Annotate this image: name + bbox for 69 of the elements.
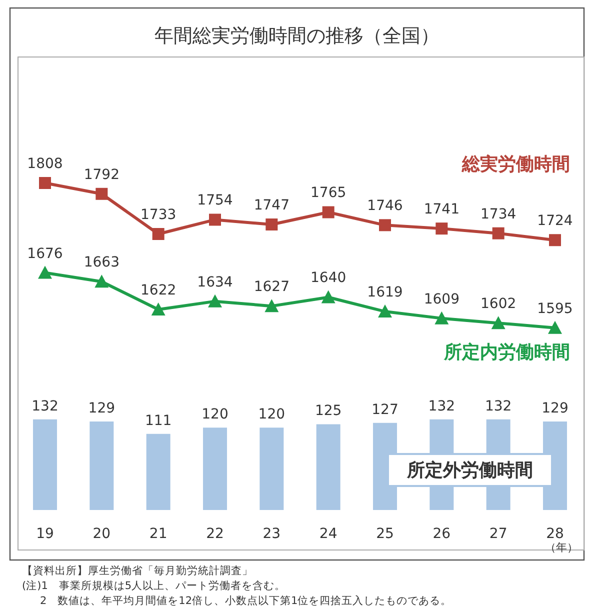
- point: [434, 311, 449, 324]
- data-label: 1746: [367, 198, 403, 214]
- x-tick-label: 20: [92, 526, 111, 542]
- x-tick-label: 22: [206, 526, 224, 542]
- point: [96, 188, 108, 200]
- data-label: 1602: [480, 296, 516, 312]
- data-label: 1609: [424, 291, 460, 308]
- x-tick-label: 26: [432, 526, 451, 542]
- point: [209, 214, 221, 226]
- data-label: 132: [428, 398, 456, 414]
- data-label: 129: [542, 400, 568, 416]
- point: [491, 316, 506, 330]
- point: [378, 304, 392, 318]
- point: [39, 177, 51, 189]
- point: [152, 228, 164, 240]
- data-label: 1754: [197, 192, 233, 209]
- data-label: 1595: [537, 300, 573, 317]
- data-label: 1634: [197, 274, 233, 290]
- series-label: 所定内労働時間: [444, 342, 570, 363]
- data-label: 1724: [537, 213, 573, 230]
- data-label: 1734: [480, 206, 516, 222]
- data-label: 1792: [84, 166, 120, 183]
- series-label: 所定外労働時間: [406, 460, 533, 481]
- point: [436, 222, 448, 235]
- data-label: 111: [144, 412, 172, 429]
- x-tick-label: 28: [546, 526, 564, 542]
- data-label: 1741: [424, 202, 460, 218]
- data-label: 120: [258, 406, 286, 423]
- data-label: 132: [484, 398, 512, 414]
- data-label: 1676: [27, 246, 63, 262]
- point: [264, 299, 279, 312]
- data-label: 129: [88, 400, 116, 416]
- x-tick-label: 23: [262, 526, 281, 542]
- point: [266, 218, 278, 230]
- data-label: 1627: [254, 279, 290, 296]
- point: [549, 234, 561, 246]
- data-label: 1733: [140, 207, 176, 223]
- point: [321, 290, 336, 304]
- text: 2 数値は、年平均月間値を12倍し、小数点以下第1位を四捨五入したものである。: [40, 594, 452, 607]
- series-label: 所定外労働時間: [387, 453, 553, 487]
- data-label: 1765: [310, 185, 346, 202]
- data-label: 1808: [27, 156, 63, 172]
- data-label: 1663: [84, 254, 120, 271]
- data-label: 120: [202, 406, 228, 423]
- chart-title: 年間総実労働時間の推移（全国）: [154, 25, 440, 47]
- point: [208, 294, 222, 308]
- text: 【資料出所】厚生労働省「毎月勤労統計調査」: [22, 564, 253, 577]
- data-label: 127: [372, 402, 398, 418]
- point: [38, 266, 52, 279]
- x-tick-label: 24: [319, 526, 338, 542]
- x-tick-label: 25: [376, 526, 394, 542]
- data-label: 1619: [367, 284, 403, 301]
- point: [379, 219, 391, 232]
- x-tick-label: 27: [489, 526, 508, 542]
- text: (注)1 事業所規模は5人以上、パート労働者を含む。: [22, 579, 286, 592]
- x-tick-label: 19: [36, 526, 54, 542]
- point: [548, 320, 562, 334]
- point: [322, 206, 334, 218]
- data-label: 1640: [310, 270, 346, 286]
- x-axis-title: （年）: [545, 541, 578, 554]
- data-label: 1622: [140, 282, 176, 298]
- x-tick-label: 21: [149, 526, 168, 542]
- point: [492, 227, 504, 240]
- point: [151, 302, 166, 316]
- series-label: 総実労働時間: [462, 154, 570, 175]
- point: [94, 274, 109, 288]
- data-label: 125: [314, 403, 342, 420]
- data-label: 132: [32, 398, 58, 414]
- data-label: 1747: [254, 197, 290, 214]
